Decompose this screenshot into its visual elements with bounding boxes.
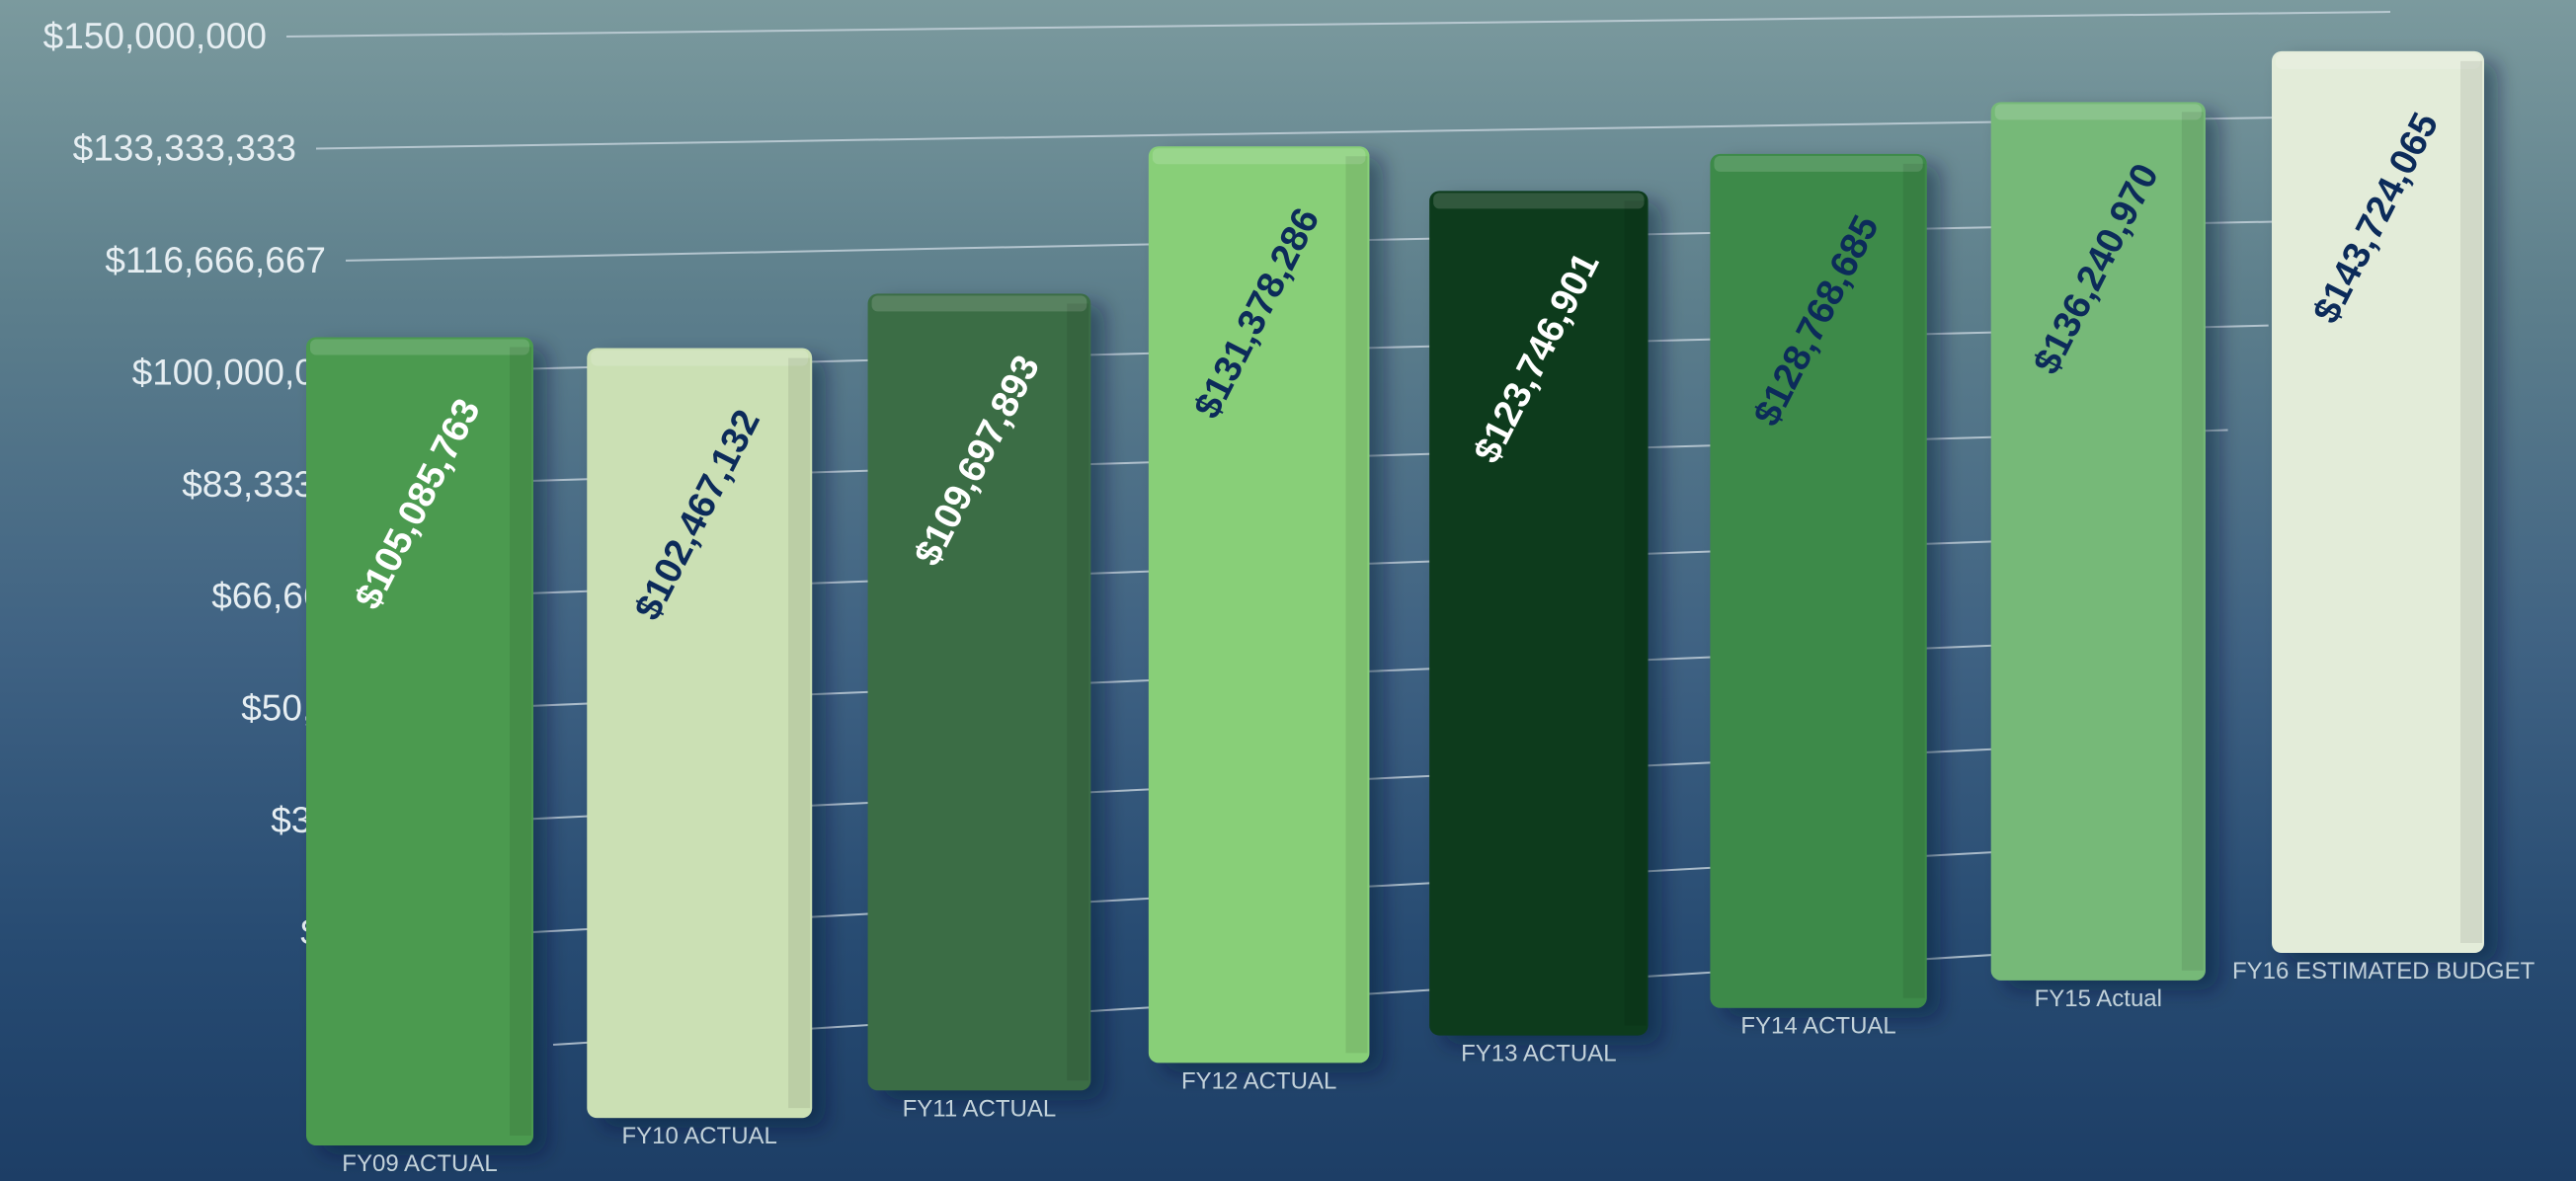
bar: [2272, 50, 2484, 954]
bar: [1710, 153, 1927, 1008]
bar-side-shade: [2460, 60, 2482, 944]
bar-top-highlight: [2276, 52, 2480, 69]
bar: [1148, 146, 1370, 1063]
bar-top-highlight: [310, 339, 529, 355]
x-category-label: FY09 ACTUAL: [342, 1150, 497, 1177]
y-tick-label: $150,000,000: [43, 16, 267, 56]
bar-side-shade: [510, 347, 531, 1136]
bar-group: $136,240,970: [1990, 102, 2206, 981]
bar-top-highlight: [591, 350, 809, 366]
bar-top-highlight: [1152, 148, 1366, 165]
bar: [1990, 102, 2206, 981]
bar: [867, 293, 1091, 1091]
bar-top-highlight: [871, 295, 1087, 312]
bar-side-shade: [1345, 156, 1368, 1054]
x-category-label: FY13 ACTUAL: [1461, 1041, 1616, 1067]
y-tick-label: $116,666,667: [105, 240, 326, 280]
bar-top-highlight: [1994, 104, 2202, 120]
x-category-label: FY16 ESTIMATED BUDGET: [2232, 958, 2536, 984]
bar-group: $128,768,685: [1710, 153, 1927, 1008]
bar-side-shade: [1902, 163, 1925, 998]
bar-group: $131,378,286: [1148, 146, 1370, 1063]
bar: [1429, 191, 1649, 1036]
x-category-label: FY12 ACTUAL: [1181, 1067, 1336, 1094]
bar-side-shade: [1067, 303, 1089, 1081]
bar-group: $102,467,132: [587, 348, 813, 1119]
bar: [306, 337, 533, 1145]
bar-group: $109,697,893: [867, 293, 1091, 1091]
x-category-label: FY14 ACTUAL: [1740, 1013, 1895, 1040]
bar-side-shade: [1624, 200, 1647, 1026]
bar-top-highlight: [1433, 193, 1645, 209]
bar-side-shade: [2181, 112, 2204, 971]
bar-group: $123,746,901: [1429, 191, 1649, 1036]
y-tick-label: $133,333,333: [73, 127, 296, 168]
bar: [587, 348, 813, 1119]
bar-top-highlight: [1714, 155, 1923, 172]
x-category-label: FY11 ACTUAL: [903, 1095, 1057, 1122]
bar-group: $105,085,763: [306, 337, 533, 1145]
bar-side-shade: [788, 357, 811, 1109]
bar-group: $143,724,065: [2272, 50, 2484, 954]
x-category-label: FY10 ACTUAL: [622, 1123, 777, 1149]
gridline: [285, 11, 2391, 38]
x-category-label: FY15 Actual: [2035, 985, 2162, 1012]
